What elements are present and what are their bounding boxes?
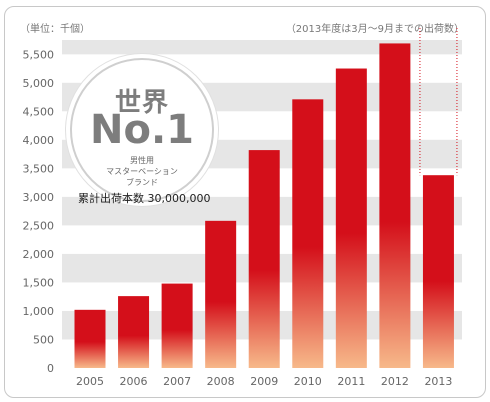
unit-label: （単位：千個） — [20, 24, 90, 35]
y-tick-label: 2,500 — [23, 219, 55, 232]
y-tick-label: 3,000 — [23, 191, 55, 204]
x-tick-label: 2008 — [207, 375, 235, 388]
bar-2011 — [335, 68, 367, 369]
bar-2007 — [161, 283, 193, 368]
bar-2013 — [422, 175, 454, 368]
bars — [74, 43, 454, 369]
y-tick-label: 4,500 — [23, 105, 55, 118]
bar-2005 — [74, 309, 106, 368]
y-tick-label: 2,000 — [23, 248, 55, 261]
y-tick-label: 500 — [33, 333, 54, 346]
y-tick-label: 4,000 — [23, 134, 55, 147]
x-tick-label: 2007 — [163, 375, 191, 388]
badge-subtitle-1: 男性用 — [130, 156, 154, 165]
bar-2008 — [205, 220, 237, 368]
x-tick-label: 2009 — [250, 375, 278, 388]
badge-subtitle-3: ブランド — [126, 178, 158, 187]
x-tick-label: 2013 — [424, 375, 452, 388]
x-tick-label: 2011 — [337, 375, 365, 388]
badge-title: 世界 — [114, 88, 169, 118]
bar-2006 — [118, 296, 150, 368]
y-tick-label: 3,500 — [23, 162, 55, 175]
bar-2010 — [292, 99, 324, 368]
x-tick-label: 2005 — [76, 375, 104, 388]
x-axis-ticks: 2005 2006 2007 2008 2009 2010 2011 2012 2013 — [76, 375, 452, 388]
x-tick-label: 2006 — [120, 375, 148, 388]
partial-year-lines — [419, 28, 458, 176]
x-tick-label: 2010 — [294, 375, 322, 388]
grid-band — [62, 40, 462, 55]
total-shipments-label: 累計出荷本数 30,000,000 — [78, 192, 211, 205]
bar-2012 — [379, 43, 411, 368]
world-no1-badge: 世界 No.1 男性用 マスターベーション ブランド — [70, 58, 214, 202]
y-tick-label: 0 — [47, 362, 54, 375]
note-label: （2013年度は3月〜9月までの出荷数） — [285, 24, 464, 35]
y-tick-label: 5,500 — [23, 48, 55, 61]
y-axis-ticks: 0 500 1,000 1,500 2,000 2,500 3,000 3,500 4,000 4… — [23, 48, 55, 375]
x-tick-label: 2012 — [381, 375, 409, 388]
y-tick-label: 1,500 — [23, 276, 55, 289]
y-tick-label: 5,000 — [23, 77, 55, 90]
bar-2009 — [248, 150, 280, 368]
y-tick-label: 1,000 — [23, 305, 55, 318]
badge-main: No.1 — [90, 107, 194, 153]
badge-subtitle-2: マスターベーション — [106, 167, 178, 176]
